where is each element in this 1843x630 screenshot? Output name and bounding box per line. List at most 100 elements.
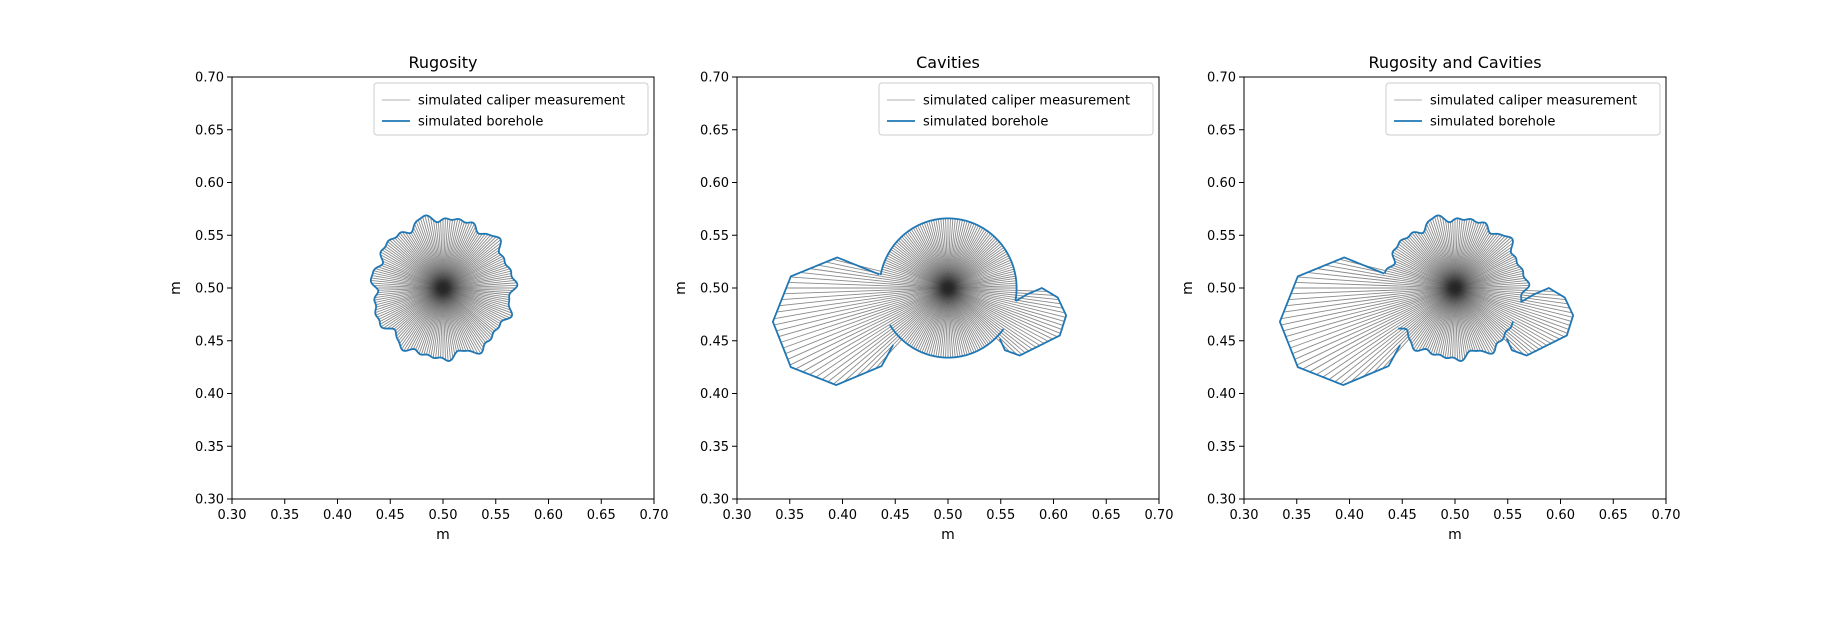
panel-title: Cavities (916, 53, 980, 72)
y-axis-label: m (1180, 281, 1196, 295)
caliper-measurement-line (1340, 239, 1513, 385)
panel-title: Rugosity (408, 53, 477, 72)
x-tick-label: 0.55 (481, 508, 510, 523)
x-tick-label: 0.50 (429, 508, 458, 523)
caliper-measurement-line (1382, 235, 1503, 369)
caliper-measurement-line (889, 251, 1040, 346)
x-tick-label: 0.35 (270, 508, 299, 523)
y-tick-label: 0.45 (700, 334, 729, 349)
borehole-outline (369, 214, 519, 362)
x-tick-label: 0.55 (1493, 508, 1522, 523)
caliper-measurement-line (1317, 268, 1568, 305)
caliper-measurement-line (1323, 250, 1511, 378)
caliper-measurement-line (785, 261, 1012, 354)
caliper-measurement-line (822, 247, 1004, 380)
borehole-outline (1520, 287, 1529, 303)
caliper-measurement-line (784, 285, 1017, 295)
caliper-measurement-line (1297, 257, 1516, 366)
x-axis-label: m (1448, 527, 1462, 543)
caliper-measurement-line (1399, 241, 1533, 353)
caliper-measurement-line (1290, 264, 1518, 349)
x-tick-label: 0.70 (1652, 508, 1681, 523)
y-tick-label: 0.60 (700, 176, 729, 191)
caliper-measurement-line (883, 264, 1062, 330)
x-tick-label: 0.60 (534, 508, 563, 523)
chart-panel-1: 0.30 0.35 0.40 0.45 0.50 0.55 0.60 0.65 0.70 0.30… (168, 53, 668, 543)
caliper-measurement-line (777, 278, 1016, 313)
caliper-measurement-line (803, 253, 1008, 372)
caliper-measurement-line (898, 240, 1017, 355)
caliper-measurement-line (891, 249, 1036, 348)
caliper-measurement-line (886, 257, 1053, 340)
caliper-measurement-line (1281, 273, 1523, 326)
caliper-measurement-line (776, 271, 1015, 332)
caliper-rays (1281, 215, 1573, 385)
caliper-measurement-line (885, 259, 1057, 337)
y-tick-label: 0.35 (1207, 440, 1236, 455)
caliper-measurement-line (895, 243, 1026, 353)
x-axis-label: m (941, 527, 955, 543)
chart-panel-3: 0.30 0.35 0.40 0.45 0.50 0.55 0.60 0.65 0.70 0.30… (1180, 53, 1680, 543)
x-tick-label: 0.30 (723, 508, 752, 523)
caliper-measurement-line (1295, 260, 1517, 360)
legend-entry: simulated caliper measurement (418, 94, 625, 109)
caliper-measurement-line (788, 281, 1048, 292)
y-tick-label: 0.30 (700, 493, 729, 508)
legend-box (878, 82, 1154, 136)
y-tick-label: 0.40 (195, 387, 224, 402)
caliper-measurement-line (774, 273, 1015, 326)
legend-box (373, 82, 649, 136)
caliper-measurement-line (1291, 284, 1530, 295)
caliper-measurement-line (856, 240, 998, 377)
y-tick-label: 0.60 (1207, 176, 1236, 191)
caliper-measurement-line (1394, 260, 1564, 337)
caliper-measurement-line (779, 280, 1017, 307)
caliper-measurement-line (1392, 265, 1569, 330)
legend-entry: simulated borehole (923, 115, 1048, 130)
caliper-measurement-line (1398, 243, 1536, 352)
caliper-measurement-line (1289, 282, 1529, 301)
x-tick-label: 0.70 (1145, 508, 1174, 523)
x-axis-label: m (436, 527, 450, 543)
caliper-measurement-line (795, 255, 1009, 370)
caliper-rays (774, 218, 1066, 385)
y-tick-label: 0.30 (1207, 493, 1236, 508)
x-tick-label: 0.70 (640, 508, 669, 523)
caliper-measurement-line (1350, 237, 1512, 383)
y-tick-label: 0.50 (1207, 282, 1236, 297)
caliper-measurement-line (1292, 262, 1517, 354)
caliper-measurement-line (801, 272, 1059, 301)
x-tick-label: 0.65 (1599, 508, 1628, 523)
caliper-rays (370, 215, 518, 361)
caliper-measurement-line (816, 249, 1005, 378)
cavity-outline (998, 287, 1068, 357)
caliper-measurement-line (1286, 268, 1522, 337)
caliper-measurement-line (788, 259, 1011, 360)
y-tick-label: 0.70 (700, 71, 729, 86)
y-tick-label: 0.45 (1207, 334, 1236, 349)
x-tick-label: 0.65 (587, 508, 616, 523)
caliper-measurement-line (828, 245, 1003, 382)
legend: simulated caliper measurement simulated b… (373, 82, 649, 136)
legend-entry: simulated caliper measurement (923, 94, 1130, 109)
caliper-measurement-line (882, 266, 1063, 326)
caliper-measurement-line (790, 257, 1010, 366)
y-tick-label: 0.50 (195, 282, 224, 297)
borehole-series (1278, 214, 1575, 386)
y-tick-label: 0.70 (195, 71, 224, 86)
caliper-measurement-line (782, 282, 1017, 301)
caliper-measurement-line (791, 276, 1055, 296)
caliper-measurement-line (843, 241, 1000, 383)
y-tick-label: 0.65 (195, 123, 224, 138)
borehole-outline (1398, 321, 1514, 362)
y-tick-label: 0.30 (195, 493, 224, 508)
caliper-measurement-line (1395, 263, 1568, 334)
legend: simulated caliper measurement simulated b… (878, 82, 1154, 136)
caliper-measurement-line (1335, 242, 1513, 382)
x-tick-label: 0.40 (323, 508, 352, 523)
caliper-measurement-line (892, 247, 1033, 350)
x-tick-label: 0.35 (1282, 508, 1311, 523)
y-tick-label: 0.65 (1207, 123, 1236, 138)
x-tick-label: 0.60 (1039, 508, 1068, 523)
x-tick-label: 0.30 (218, 508, 247, 523)
